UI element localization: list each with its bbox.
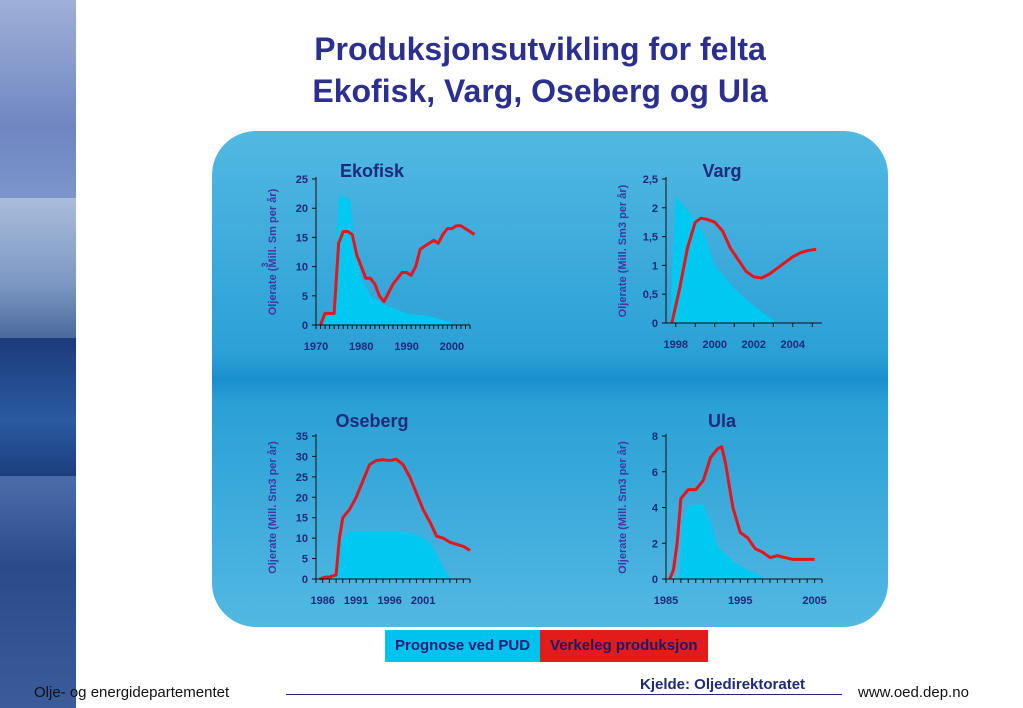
- y-tick-label: 20: [296, 203, 308, 215]
- x-tick-label: 2005: [802, 595, 826, 607]
- x-tick-label: 1990: [394, 341, 418, 353]
- y-tick-label: 4: [652, 503, 659, 515]
- title-line-1: Produksjonsutvikling for felta: [314, 31, 766, 67]
- chart-ekofisk: Ekofisk 0 5 10 15 20 25 1970 1980 1990 2000 Oljerat…: [260, 161, 476, 353]
- y-tick-label: 5: [302, 554, 308, 566]
- x-tick-label: 1980: [349, 341, 373, 353]
- actual-production-line: [319, 224, 476, 326]
- footer-department: Olje- og energidepartementet: [34, 684, 230, 701]
- x-tick-label: 2004: [781, 339, 806, 351]
- y-tick-label: 15: [296, 232, 308, 244]
- forecast-area: [326, 532, 450, 579]
- legend-actual: Verkeleg produksjon: [540, 630, 708, 662]
- y-axis-label: Oljerate (Mill. Sm3 per år): [617, 441, 629, 574]
- y-tick-label: 10: [296, 533, 308, 545]
- x-tick-label: 1985: [654, 595, 678, 607]
- chart-title: Ekofisk: [340, 161, 405, 181]
- forecast-area: [669, 196, 774, 323]
- y-tick-label: 2: [652, 538, 658, 550]
- legend-forecast: Prognose ved PUD: [385, 630, 541, 662]
- forecast-area: [320, 196, 452, 325]
- y-tick-label: 15: [296, 513, 308, 525]
- x-tick-label: 2002: [742, 339, 766, 351]
- y-tick-label: 35: [296, 431, 308, 443]
- y-tick-label: 0: [652, 318, 658, 330]
- x-tick-label: 1995: [728, 595, 752, 607]
- y-tick-label: 25: [296, 472, 308, 484]
- forecast-area: [679, 503, 763, 579]
- y-tick-label: 20: [296, 492, 308, 504]
- x-tick-label: 2001: [411, 595, 435, 607]
- y-tick-label: 5: [302, 291, 308, 303]
- y-tick-label: 1,5: [643, 232, 658, 244]
- chart-title: Ula: [708, 411, 737, 431]
- footer-divider: [286, 694, 842, 695]
- decorative-side-strip: [0, 0, 76, 708]
- y-tick-label: 0: [652, 574, 658, 586]
- y-tick-label: 25: [296, 174, 308, 186]
- x-tick-label: 1991: [344, 595, 368, 607]
- x-tick-label: 2000: [440, 341, 464, 353]
- y-tick-label: 1: [652, 260, 658, 272]
- x-tick-label: 1996: [377, 595, 401, 607]
- y-axis-label: Oljerate (Mill. Sm3 per år): [267, 441, 279, 574]
- y-tick-label: 8: [652, 431, 658, 443]
- y-tick-label: 30: [296, 451, 308, 463]
- page-title: Produksjonsutvikling for felta Ekofisk, …: [210, 28, 870, 112]
- title-line-2: Ekofisk, Varg, Oseberg og Ula: [312, 73, 768, 109]
- chart-oseberg: Oseberg 0 5 10 15 20 25 30 35 1986 1991 1996 2001 Olj…: [267, 411, 471, 607]
- actual-production-line: [670, 216, 817, 324]
- chart-panel: Ekofisk 0 5 10 15 20 25 1970 1980 1990 2000 Oljerat…: [212, 131, 888, 627]
- y-axis-label-superscript: 3: [260, 262, 270, 267]
- y-axis-label: Oljerate (Mill. Sm3 per år): [617, 184, 629, 317]
- x-tick-label: 1986: [310, 595, 334, 607]
- wind-turbine-photo: [0, 198, 76, 338]
- chart-title: Oseberg: [335, 411, 408, 431]
- y-tick-label: 0: [302, 574, 308, 586]
- legend: Prognose ved PUD Verkeleg produksjon: [385, 630, 708, 662]
- chart-ula: Ula 0 2 4 6 8 1985 1995 2005 Oljerate (Mill. Sm3 …: [617, 411, 827, 607]
- chart-varg: Varg 0 0,5 1 1,5 2 2,5 1998 2000 2002 2004 Oljerate…: [617, 161, 822, 351]
- chart-title: Varg: [702, 161, 741, 181]
- x-tick-label: 1998: [664, 339, 688, 351]
- y-axis-label: Oljerate (Mill. Sm per år): [267, 188, 279, 315]
- actual-production-line: [668, 445, 815, 580]
- y-tick-label: 6: [652, 467, 658, 479]
- footer-website-link[interactable]: www.oed.dep.no: [858, 684, 969, 701]
- y-tick-label: 0,5: [643, 289, 658, 301]
- actual-production-line: [318, 457, 471, 581]
- y-tick-label: 2,5: [643, 174, 658, 186]
- x-tick-label: 1970: [304, 341, 328, 353]
- y-tick-label: 10: [296, 262, 308, 274]
- y-tick-label: 2: [652, 203, 658, 215]
- source-note: Kjelde: Oljedirektoratet: [640, 676, 806, 693]
- oil-platform-photo: [0, 338, 76, 476]
- y-tick-label: 0: [302, 320, 308, 332]
- x-tick-label: 2000: [703, 339, 727, 351]
